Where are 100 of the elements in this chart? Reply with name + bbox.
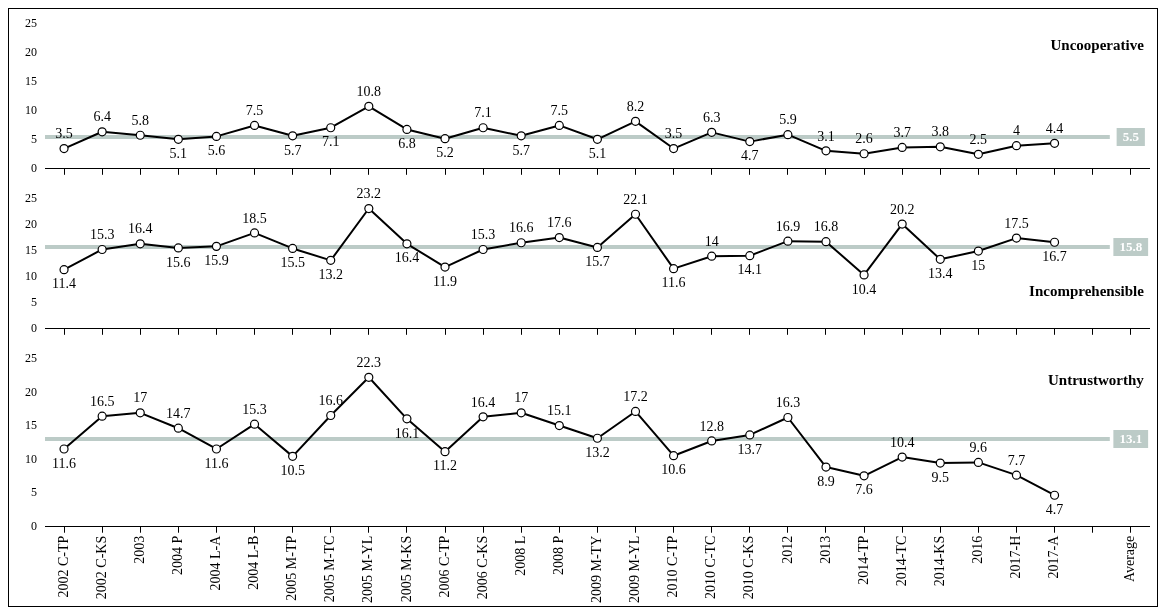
data-label: 6.4 (93, 109, 111, 125)
x-tick-label: 2005 M-TP (284, 535, 300, 601)
x-tick-label: 2017-A (1046, 534, 1062, 579)
x-tick-label: 2012 (779, 535, 795, 564)
y-tick-label: 20 (25, 384, 37, 399)
data-label: 17.6 (547, 215, 572, 231)
y-tick-label: 0 (31, 518, 37, 533)
point (516, 238, 526, 248)
point (288, 243, 298, 254)
y-tick-label: 10 (25, 103, 37, 118)
point (135, 130, 145, 140)
x-tick-label: 2017-H (1008, 535, 1024, 579)
point (59, 143, 69, 154)
point (1049, 138, 1060, 148)
data-label: 3.8 (931, 124, 950, 140)
data-label: 5.7 (283, 142, 302, 158)
point (211, 131, 222, 142)
data-label: 15.9 (204, 253, 229, 269)
data-label: 5.1 (169, 145, 188, 161)
x-tick-label: 2014-TC (893, 535, 909, 587)
point (707, 436, 717, 446)
point (859, 149, 869, 159)
point (1049, 237, 1060, 247)
y-tick-label: 20 (25, 45, 37, 60)
data-label: 2.6 (855, 131, 873, 147)
x-tick-label: 2016 (970, 535, 986, 564)
data-label: 3.5 (664, 126, 683, 142)
data-label: 11.6 (204, 455, 229, 471)
data-label: 10.4 (851, 281, 877, 297)
x-tick-label: 2004 P (170, 535, 186, 576)
point (440, 134, 450, 144)
data-label: 16.3 (775, 395, 801, 411)
x-tick-label: 2009 M-TY (589, 535, 605, 604)
point (402, 124, 412, 135)
y-tick-label: 25 (25, 191, 37, 206)
x-tick-label: 2014-KS (931, 535, 947, 587)
point (478, 244, 488, 255)
point (326, 410, 336, 421)
data-label: 8.2 (626, 99, 645, 115)
data-label: 17 (514, 390, 529, 406)
y-tick-label: 25 (25, 16, 37, 31)
data-label: 2.5 (969, 132, 988, 148)
point (935, 254, 945, 264)
y-tick-label: 10 (25, 451, 37, 466)
point (97, 244, 107, 255)
point (897, 219, 907, 229)
data-label: 4.7 (741, 148, 759, 164)
data-label: 4.7 (1045, 501, 1064, 517)
data-label: 15.7 (585, 254, 610, 270)
point (1011, 141, 1022, 151)
y-tick-label: 15 (25, 243, 37, 258)
data-label: 10.4 (889, 434, 915, 450)
x-tick-label: 2004 L-B (246, 535, 262, 590)
x-tick-label: 2006 C-KS (474, 535, 490, 600)
x-tick-label: 2009 M-YL (627, 535, 643, 604)
point (821, 462, 831, 472)
point (859, 471, 869, 481)
y-tick-label: 25 (25, 351, 37, 366)
point (516, 131, 526, 141)
point (821, 146, 831, 156)
x-tick-label: 2005 M-TC (322, 535, 338, 603)
point (592, 433, 602, 443)
point (211, 444, 222, 454)
x-tick-label: 2008 P (550, 535, 566, 576)
x-tick-label: Average (1122, 535, 1138, 583)
point (326, 255, 336, 265)
data-label: 11.6 (661, 275, 686, 291)
data-label: 22.3 (356, 354, 382, 370)
point (1011, 470, 1022, 480)
data-label: 15.3 (89, 227, 115, 243)
y-tick-label: 15 (25, 418, 37, 433)
y-tick-label: 0 (31, 320, 37, 335)
point (973, 246, 983, 256)
point (440, 447, 450, 457)
data-label: 17 (133, 390, 148, 406)
data-label: 7.1 (474, 105, 492, 121)
data-label: 3.5 (55, 126, 73, 142)
data-label: 5.7 (512, 142, 530, 158)
data-label: 16.8 (813, 219, 839, 235)
x-tick-label: 2003 (131, 535, 147, 564)
x-tick-label: 2014-TP (855, 535, 871, 585)
data-label: 15.3 (470, 227, 496, 243)
point (745, 430, 755, 440)
point (745, 137, 755, 147)
point (554, 120, 564, 131)
data-label: 12.8 (699, 418, 724, 434)
point (135, 239, 145, 249)
data-label: 13.4 (928, 266, 953, 282)
data-label: 7.6 (855, 482, 873, 498)
data-label: 7.7 (1007, 452, 1026, 468)
y-tick-label: 5 (31, 485, 37, 500)
point (783, 412, 793, 423)
data-label: 7.5 (550, 103, 569, 119)
data-label: 5.9 (779, 112, 797, 128)
data-label: 18.5 (242, 210, 267, 226)
text: Incomprehensible (1029, 283, 1145, 300)
data-label: 5.8 (131, 112, 149, 128)
point (630, 406, 641, 417)
y-tick-label: 5 (31, 132, 37, 147)
x-tick-label: 2010 C-TP (665, 535, 681, 598)
